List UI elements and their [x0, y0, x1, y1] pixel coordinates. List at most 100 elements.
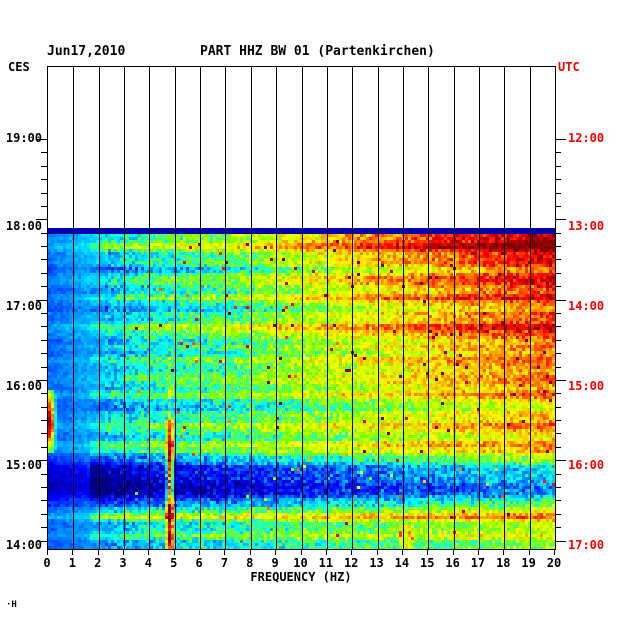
axis-tick — [326, 549, 327, 555]
gridline-vertical — [378, 67, 379, 549]
axis-tick — [41, 273, 47, 274]
axis-tick — [555, 340, 561, 341]
axis-tick — [41, 367, 47, 368]
axis-tick — [98, 549, 99, 555]
y-axis-tick-label-left: 16:00 — [5, 379, 42, 393]
axis-tick — [41, 433, 47, 434]
x-axis-tick-label: 3 — [119, 556, 127, 570]
x-axis-tick-label: 17 — [470, 556, 486, 570]
axis-tick — [377, 549, 378, 555]
axis-tick — [529, 549, 530, 555]
plot-area — [48, 67, 555, 549]
axis-tick — [41, 514, 47, 515]
axis-tick — [41, 393, 47, 394]
axis-tick — [250, 549, 251, 555]
axis-tick — [555, 407, 561, 408]
axis-tick — [555, 166, 561, 167]
gridline-vertical — [200, 67, 201, 549]
gridline-vertical — [251, 67, 252, 549]
axis-tick — [36, 300, 47, 301]
gridline-vertical — [73, 67, 74, 549]
axis-tick — [555, 219, 566, 220]
axis-tick — [224, 549, 225, 555]
date-label: Jun17,2010 — [47, 44, 126, 59]
axis-tick — [555, 259, 561, 260]
axis-tick — [41, 326, 47, 327]
axis-tick — [41, 420, 47, 421]
axis-tick — [555, 447, 561, 448]
x-axis-tick-label: 20 — [546, 556, 562, 570]
y-axis-tick-label-left: 15:00 — [5, 458, 42, 472]
axis-tick — [554, 549, 555, 555]
axis-tick — [41, 447, 47, 448]
axis-tick — [36, 380, 47, 381]
gridline-vertical — [454, 67, 455, 549]
corner-artifact-mark: ·H — [6, 600, 17, 610]
left-axis-name: CES — [8, 60, 30, 74]
gridline-vertical — [149, 67, 150, 549]
axis-tick — [555, 420, 561, 421]
axis-tick — [41, 286, 47, 287]
axis-tick — [41, 500, 47, 501]
axis-tick — [555, 514, 561, 515]
x-axis-tick-label: 1 — [68, 556, 76, 570]
plot-frame — [47, 66, 556, 550]
x-axis-tick-label: 12 — [343, 556, 359, 570]
axis-tick — [123, 549, 124, 555]
axis-tick — [427, 549, 428, 555]
axis-tick — [555, 273, 561, 274]
axis-tick — [36, 219, 47, 220]
axis-tick — [555, 179, 561, 180]
axis-tick — [148, 549, 149, 555]
axis-tick — [41, 206, 47, 207]
axis-tick — [555, 500, 561, 501]
gridline-vertical — [302, 67, 303, 549]
axis-tick — [41, 179, 47, 180]
axis-tick — [41, 474, 47, 475]
axis-tick — [41, 246, 47, 247]
axis-tick — [41, 340, 47, 341]
right-axis-name: UTC — [558, 60, 580, 74]
axis-tick — [555, 233, 561, 234]
y-axis-tick-label-right: 14:00 — [568, 299, 605, 313]
axis-tick — [555, 139, 566, 140]
page-title: PART HHZ BW 01 (Partenkirchen) — [200, 44, 435, 59]
x-axis-tick-label: 14 — [394, 556, 410, 570]
axis-tick — [555, 527, 561, 528]
gridline-vertical — [352, 67, 353, 549]
axis-tick — [555, 313, 561, 314]
axis-tick — [555, 152, 561, 153]
gridline-vertical — [504, 67, 505, 549]
axis-tick — [555, 541, 566, 542]
axis-tick — [36, 460, 47, 461]
axis-tick — [555, 193, 561, 194]
axis-tick — [41, 487, 47, 488]
x-axis-tick-label: 19 — [521, 556, 536, 570]
axis-tick — [174, 549, 175, 555]
y-axis-tick-label-left: 14:00 — [5, 538, 42, 552]
gridline-vertical — [479, 67, 480, 549]
gridline-vertical — [276, 67, 277, 549]
x-axis-tick-label: 2 — [94, 556, 102, 570]
x-axis-tick-label: 15 — [420, 556, 435, 570]
y-axis-tick-label-left: 19:00 — [5, 131, 42, 145]
axis-tick — [275, 549, 276, 555]
x-axis-tick-label: 16 — [445, 556, 460, 570]
x-axis-tick-label: 11 — [318, 556, 334, 570]
x-axis-tick-label: 18 — [496, 556, 511, 570]
axis-tick — [41, 166, 47, 167]
gridline-vertical — [530, 67, 531, 549]
axis-tick — [555, 380, 566, 381]
gridline-vertical — [225, 67, 226, 549]
x-axis-tick-label: 4 — [144, 556, 153, 570]
gridline-vertical — [403, 67, 404, 549]
axis-tick — [555, 460, 566, 461]
axis-tick — [41, 152, 47, 153]
axis-tick — [47, 549, 48, 555]
axis-tick — [555, 353, 561, 354]
x-axis-tick-label: 7 — [220, 556, 229, 570]
gridline-vertical — [175, 67, 176, 549]
y-axis-tick-label-right: 13:00 — [568, 219, 605, 233]
axis-tick — [555, 206, 561, 207]
axis-tick — [478, 549, 479, 555]
